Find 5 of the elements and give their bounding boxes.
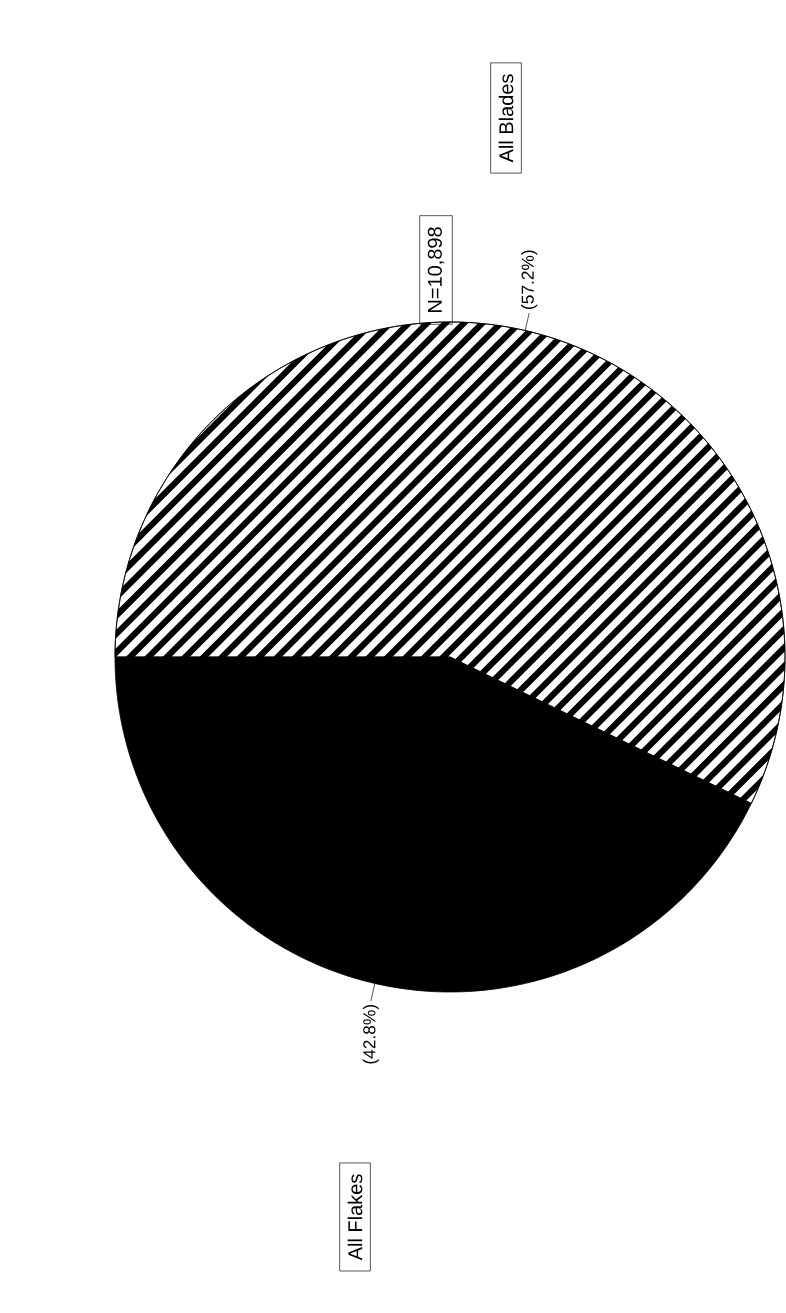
- data-label: (57.2%): [521, 250, 538, 309]
- data-label: (42.8%): [362, 1005, 379, 1064]
- slice-label: All Flakes: [347, 1174, 363, 1261]
- slice-label: All Blades: [498, 74, 514, 163]
- text: N=10,898: [427, 227, 445, 312]
